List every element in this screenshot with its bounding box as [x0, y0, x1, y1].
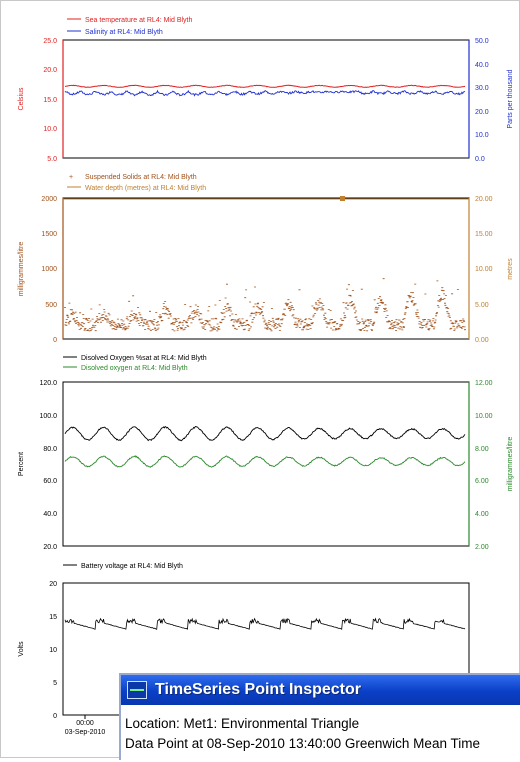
y-tick-label-right: 0.00	[475, 337, 489, 344]
y-tick-label-right: 30.0	[475, 85, 489, 92]
y-tick-label: 0	[53, 713, 57, 720]
legend-swatch-solids: +	[69, 174, 73, 181]
y-tick-label: 15	[49, 614, 57, 621]
y-tick-label: 15.0	[43, 97, 57, 104]
legend-label-solids: Suspended Solids at RL4: Mid Blyth	[85, 174, 197, 181]
y-tick-label: 20	[49, 581, 57, 588]
y-tick-label-right: 15.00	[475, 231, 493, 238]
y-tick-label: 10	[49, 647, 57, 654]
series-points-suspended-solids	[64, 278, 466, 332]
x-tick-label-date: 03-Sep-2010	[65, 729, 106, 736]
series-line-salinity	[64, 89, 466, 97]
y-tick-label: 120.0	[39, 380, 57, 387]
legend-label-temperature: Sea temperature at RL4: Mid Blyth	[85, 17, 192, 24]
y-axis-label-left: Volts	[18, 641, 25, 657]
legend-label-oxygen-sat: Disolved Oxygen %sat at RL4: Mid Blyth	[81, 355, 207, 362]
y-axis-label-right: milligrammes/litre	[507, 437, 514, 492]
chart-panel-oxygen: Disolved Oxygen %sat at RL4: Mid Blyth D…	[18, 355, 514, 551]
y-tick-label-right: 0.0	[475, 156, 485, 163]
y-tick-label-right: 4.00	[475, 511, 489, 518]
y-tick-label-right: 40.0	[475, 62, 489, 69]
y-tick-label: 0	[53, 337, 57, 344]
plot-area-panel-3	[62, 381, 470, 547]
y-axis-label-right: metres	[507, 258, 514, 280]
plot-area-panel-1	[62, 39, 470, 159]
series-line-oxygen-sat	[64, 426, 466, 442]
y-tick-label: 1000	[41, 266, 57, 273]
y-tick-label: 60.0	[43, 478, 57, 485]
y-tick-label-right: 12.00	[475, 380, 493, 387]
y-tick-label: 80.0	[43, 446, 57, 453]
y-tick-label: 10.0	[43, 126, 57, 133]
y-axis-label-right: Parts per thousand	[507, 69, 514, 128]
inspector-data-point: Data Point at 08-Sep-2010 13:40:00 Green…	[125, 736, 480, 751]
y-tick-label-right: 2.00	[475, 544, 489, 551]
y-tick-label-right: 8.00	[475, 446, 489, 453]
y-tick-label-right: 6.00	[475, 478, 489, 485]
legend-label-depth: Water depth (metres) at RL4: Mid Blyth	[85, 185, 206, 192]
y-tick-label-right: 20.0	[475, 109, 489, 116]
point-inspector-window[interactable]: TimeSeries Point Inspector Location: Met…	[119, 673, 520, 760]
inspector-location: Location: Met1: Environmental Triangle	[125, 716, 360, 731]
y-tick-label-right: 50.0	[475, 38, 489, 45]
y-tick-label: 5.0	[47, 156, 57, 163]
y-tick-label: 2000	[41, 196, 57, 203]
series-line-oxygen	[64, 455, 466, 468]
y-tick-label: 40.0	[43, 511, 57, 518]
y-tick-label-right: 10.0	[475, 132, 489, 139]
selected-point-marker[interactable]	[340, 196, 345, 201]
y-axis-label-left: Celsius	[18, 87, 25, 110]
y-tick-label-right: 10.00	[475, 413, 493, 420]
y-tick-label: 500	[45, 302, 57, 309]
inspector-title-bar[interactable]: TimeSeries Point Inspector	[121, 675, 520, 705]
legend-label-oxygen: Disolved oxygen at RL4: Mid Blyth	[81, 365, 188, 372]
chart-app-icon	[127, 681, 147, 699]
y-tick-label-right: 5.00	[475, 302, 489, 309]
y-axis-label-left: milligrammes/litre	[18, 242, 25, 297]
inspector-title: TimeSeries Point Inspector	[155, 681, 361, 698]
chart-panel-temperature-salinity: Sea temperature at RL4: Mid Blyth Salini…	[18, 17, 514, 163]
legend-label-salinity: Salinity at RL4: Mid Blyth	[85, 29, 163, 36]
y-tick-label-right: 10.00	[475, 266, 493, 273]
y-tick-label-right: 20.00	[475, 196, 493, 203]
y-tick-label: 100.0	[39, 413, 57, 420]
series-line-battery	[64, 617, 466, 630]
y-tick-label: 20.0	[43, 67, 57, 74]
y-tick-label: 5	[53, 680, 57, 687]
chart-panel-solids-depth: + Suspended Solids at RL4: Mid Blyth Wat…	[18, 174, 514, 344]
series-line-temperature	[64, 84, 466, 88]
x-tick-label-time: 00:00	[76, 720, 94, 727]
y-tick-label: 25.0	[43, 38, 57, 45]
legend-label-battery: Battery voltage at RL4: Mid Blyth	[81, 563, 183, 570]
y-tick-label: 1500	[41, 231, 57, 238]
inspector-body: Location: Met1: Environmental Triangle D…	[121, 705, 520, 754]
y-tick-label: 20.0	[43, 544, 57, 551]
plot-area-panel-2	[62, 197, 470, 340]
y-axis-label-left: Percent	[18, 452, 25, 476]
